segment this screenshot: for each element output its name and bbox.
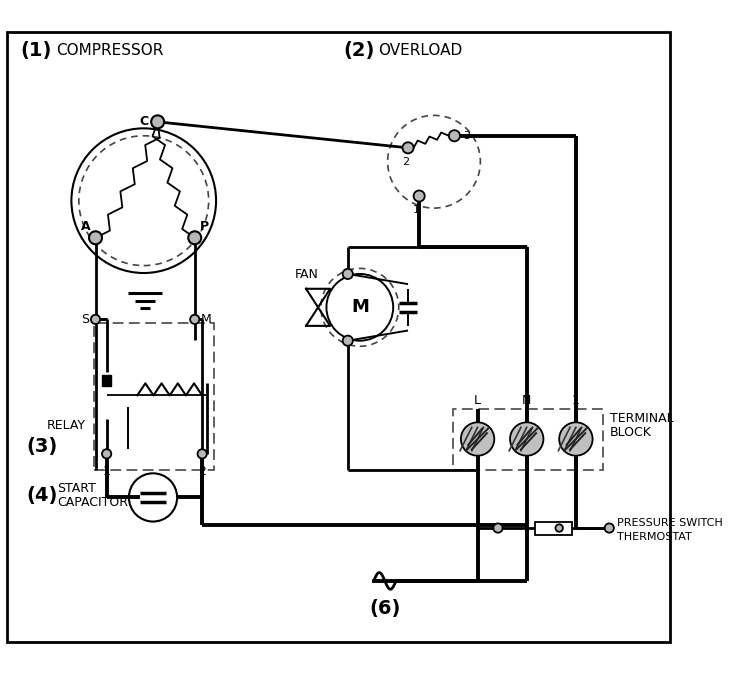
Text: TERMINAL: TERMINAL — [610, 412, 674, 425]
Text: 1: 1 — [572, 394, 580, 408]
Circle shape — [91, 315, 100, 324]
Circle shape — [190, 315, 200, 324]
Circle shape — [493, 524, 503, 532]
Text: N: N — [522, 394, 531, 408]
Bar — [94, 323, 214, 470]
Text: 1: 1 — [413, 206, 420, 215]
Text: CAPACITOR: CAPACITOR — [58, 497, 129, 510]
Text: RELAY: RELAY — [46, 419, 86, 431]
Circle shape — [197, 449, 207, 458]
Text: (1): (1) — [20, 41, 52, 60]
Text: OVERLOAD: OVERLOAD — [379, 43, 463, 58]
Text: 2: 2 — [198, 465, 206, 478]
Text: (3): (3) — [26, 437, 57, 456]
Text: (2): (2) — [343, 41, 374, 60]
Text: C: C — [139, 115, 148, 128]
Text: 2: 2 — [402, 157, 409, 167]
Circle shape — [387, 115, 480, 208]
Text: (4): (4) — [26, 486, 57, 505]
Bar — [535, 522, 572, 534]
Text: 3: 3 — [463, 131, 470, 141]
Circle shape — [129, 473, 177, 522]
Text: A: A — [81, 220, 91, 233]
Circle shape — [510, 423, 543, 456]
Text: M: M — [201, 313, 212, 326]
Bar — [102, 375, 111, 386]
Circle shape — [461, 423, 494, 456]
Text: L: L — [474, 394, 481, 408]
Bar — [452, 409, 603, 470]
Text: 1: 1 — [103, 465, 110, 478]
Text: PRESSURE SWITCH: PRESSURE SWITCH — [617, 518, 722, 528]
Circle shape — [89, 231, 102, 244]
Text: (6): (6) — [369, 599, 401, 618]
Circle shape — [151, 115, 164, 128]
Circle shape — [321, 268, 399, 346]
Circle shape — [414, 191, 425, 202]
Circle shape — [343, 336, 353, 346]
Text: FAN: FAN — [295, 268, 319, 281]
Circle shape — [556, 524, 563, 532]
Text: COMPRESSOR: COMPRESSOR — [56, 43, 163, 58]
Circle shape — [605, 524, 614, 532]
Text: P: P — [200, 220, 208, 233]
Circle shape — [343, 269, 353, 279]
Circle shape — [559, 423, 593, 456]
Text: THERMOSTAT: THERMOSTAT — [617, 532, 692, 543]
Circle shape — [189, 231, 201, 244]
Circle shape — [449, 130, 460, 142]
Circle shape — [102, 449, 111, 458]
Text: S: S — [81, 313, 89, 326]
Circle shape — [327, 274, 393, 341]
Circle shape — [403, 142, 414, 154]
Circle shape — [72, 128, 216, 273]
Text: START: START — [58, 482, 96, 495]
Text: BLOCK: BLOCK — [610, 426, 652, 439]
Text: M: M — [351, 299, 368, 316]
